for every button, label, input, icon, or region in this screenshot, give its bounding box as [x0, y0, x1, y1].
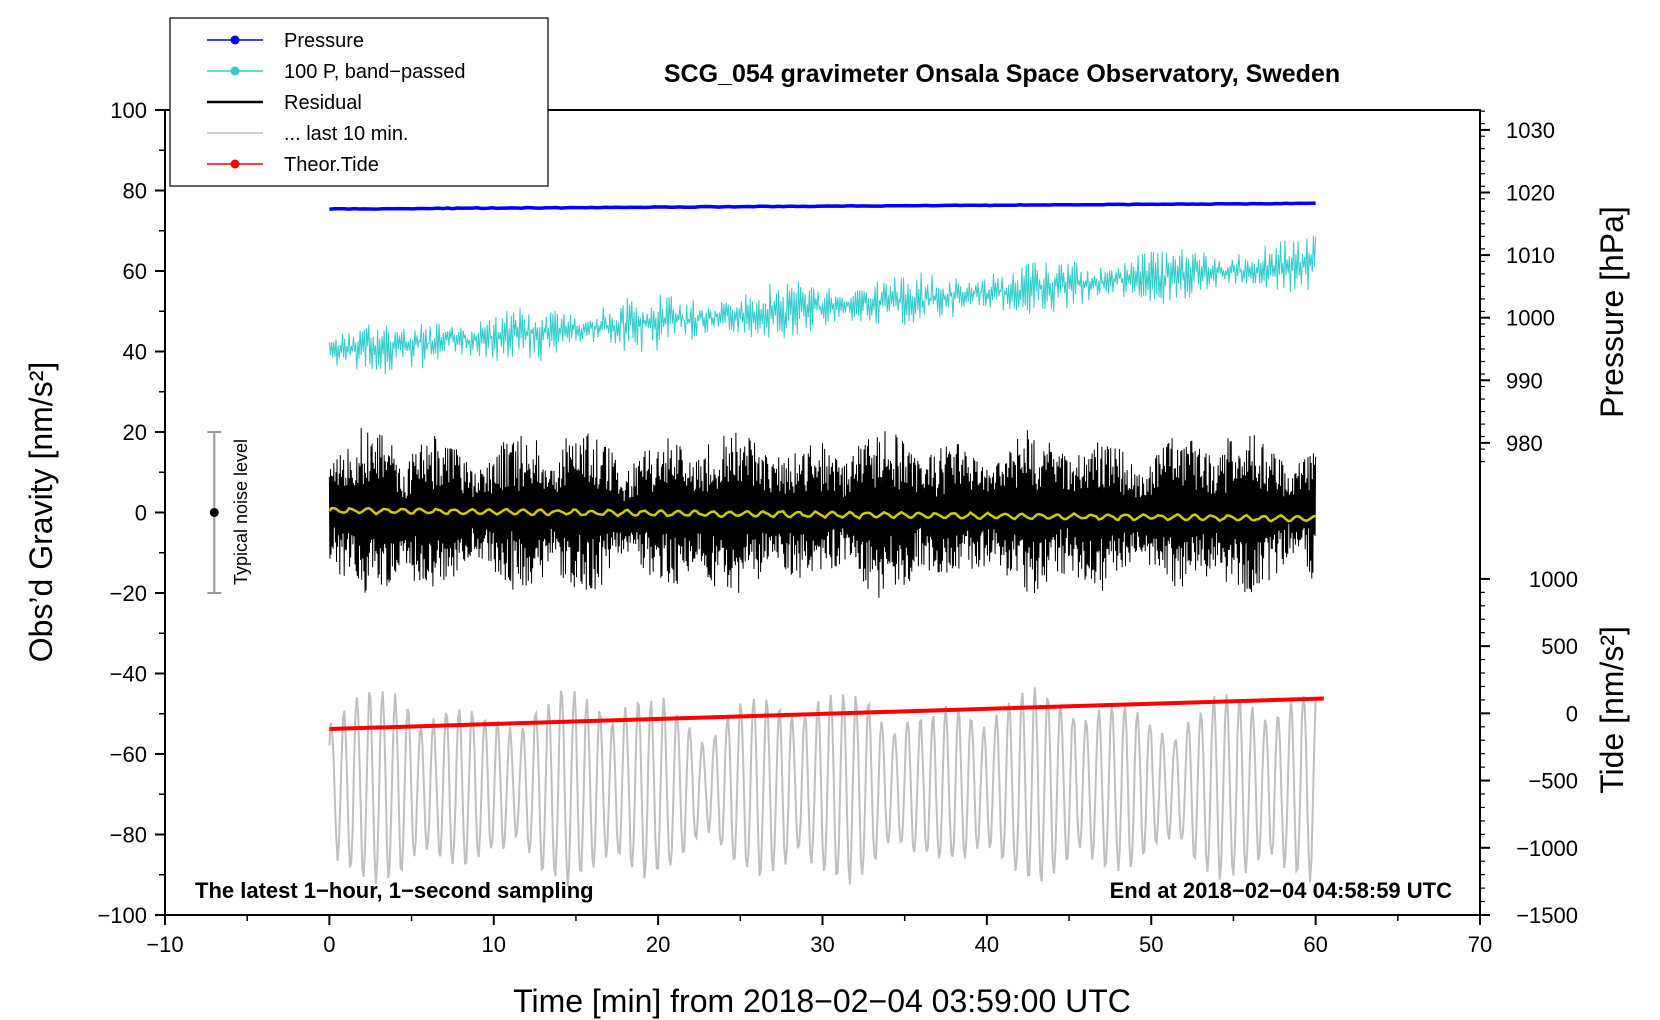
- tide-tick-label: −1500: [1516, 903, 1578, 928]
- y-tick-label: 80: [123, 179, 147, 204]
- series-residual-smoothed: [328, 506, 1316, 523]
- y-tick-label: 20: [123, 420, 147, 445]
- pressure-axis-ticks: 1030 1020 1010 1000 990 980: [1480, 110, 1555, 463]
- x-tick-label: 60: [1303, 932, 1327, 957]
- y-tick-label: 40: [123, 340, 147, 365]
- tide-tick-label: 1000: [1529, 567, 1578, 592]
- y-axis-title: Obs’d Gravity [nm/s²]: [23, 362, 59, 663]
- series-theor-tide: [329, 696, 1324, 732]
- pressure-tick-label: 1000: [1506, 306, 1555, 331]
- legend-label: Theor.Tide: [284, 154, 379, 176]
- y-tick-label: −80: [110, 823, 147, 848]
- pressure-tick-label: 980: [1506, 431, 1543, 456]
- pressure-tick-label: 990: [1506, 368, 1543, 393]
- annotation-end-time: End at 2018−02−04 04:58:59 UTC: [1110, 878, 1453, 903]
- pressure-tick-label: 1030: [1506, 118, 1555, 143]
- data-traces: [328, 201, 1324, 886]
- x-axis-title: Time [min] from 2018−02−04 03:59:00 UTC: [513, 983, 1131, 1019]
- x-tick-label: 40: [975, 932, 999, 957]
- noise-level-bar: Typical noise level: [207, 431, 251, 594]
- legend: Pressure 100 P, band−passed Residual ... la…: [169, 17, 549, 187]
- x-tick-label: 20: [646, 932, 670, 957]
- series-pressure: [329, 201, 1316, 211]
- tide-tick-label: −500: [1528, 769, 1578, 794]
- pressure-tick-label: 1020: [1506, 181, 1555, 206]
- tide-axis-ticks: 1000 500 0 −500 −1000 −1500: [1480, 567, 1578, 928]
- series-residual: [328, 427, 1317, 598]
- legend-label: Pressure: [284, 30, 364, 52]
- pressure-tick-label: 1010: [1506, 243, 1555, 268]
- y-tick-label: 60: [123, 259, 147, 284]
- tide-tick-label: −1000: [1516, 836, 1578, 861]
- x-tick-label: 70: [1468, 932, 1492, 957]
- chart-title: SCG_054 gravimeter Onsala Space Observat…: [664, 60, 1340, 88]
- x-tick-label: 0: [323, 932, 335, 957]
- y-axis-ticks: 100 80 60 40 20 0 −20 −40 −60 −80 −100: [97, 98, 165, 928]
- pressure-axis-title: Pressure [hPa]: [1594, 206, 1630, 418]
- x-axis-ticks: −10 0 10 20 30 40 50 60 70: [146, 915, 1492, 957]
- x-tick-label: 30: [810, 932, 834, 957]
- y-tick-label: −20: [110, 581, 147, 606]
- legend-marker: [230, 35, 240, 45]
- noise-bar-center-dot: [209, 508, 219, 517]
- x-tick-label: −10: [146, 932, 183, 957]
- y-tick-label: 100: [110, 98, 147, 123]
- annotation-sampling: The latest 1−hour, 1−second sampling: [195, 878, 594, 903]
- legend-label: Residual: [284, 92, 362, 114]
- legend-marker: [230, 66, 240, 76]
- legend-marker: [230, 159, 240, 169]
- x-tick-label: 50: [1139, 932, 1163, 957]
- y-tick-label: −60: [110, 742, 147, 767]
- tide-axis-title: Tide [nm/s²]: [1594, 626, 1630, 794]
- tide-tick-label: 500: [1541, 634, 1578, 659]
- series-last-10-min: [328, 687, 1317, 886]
- noise-level-label: Typical noise level: [231, 439, 251, 585]
- y-tick-label: −100: [97, 903, 147, 928]
- y-tick-label: −40: [110, 662, 147, 687]
- series-band-passed-pressure: [328, 235, 1317, 375]
- y-axis-title-text: Obs’d Gravity [nm/s²]: [23, 362, 59, 663]
- legend-label: ... last 10 min.: [284, 123, 409, 145]
- x-tick-label: 10: [482, 932, 506, 957]
- tide-tick-label: 0: [1566, 701, 1578, 726]
- y-tick-label: 0: [135, 501, 147, 526]
- legend-label: 100 P, band−passed: [284, 61, 465, 83]
